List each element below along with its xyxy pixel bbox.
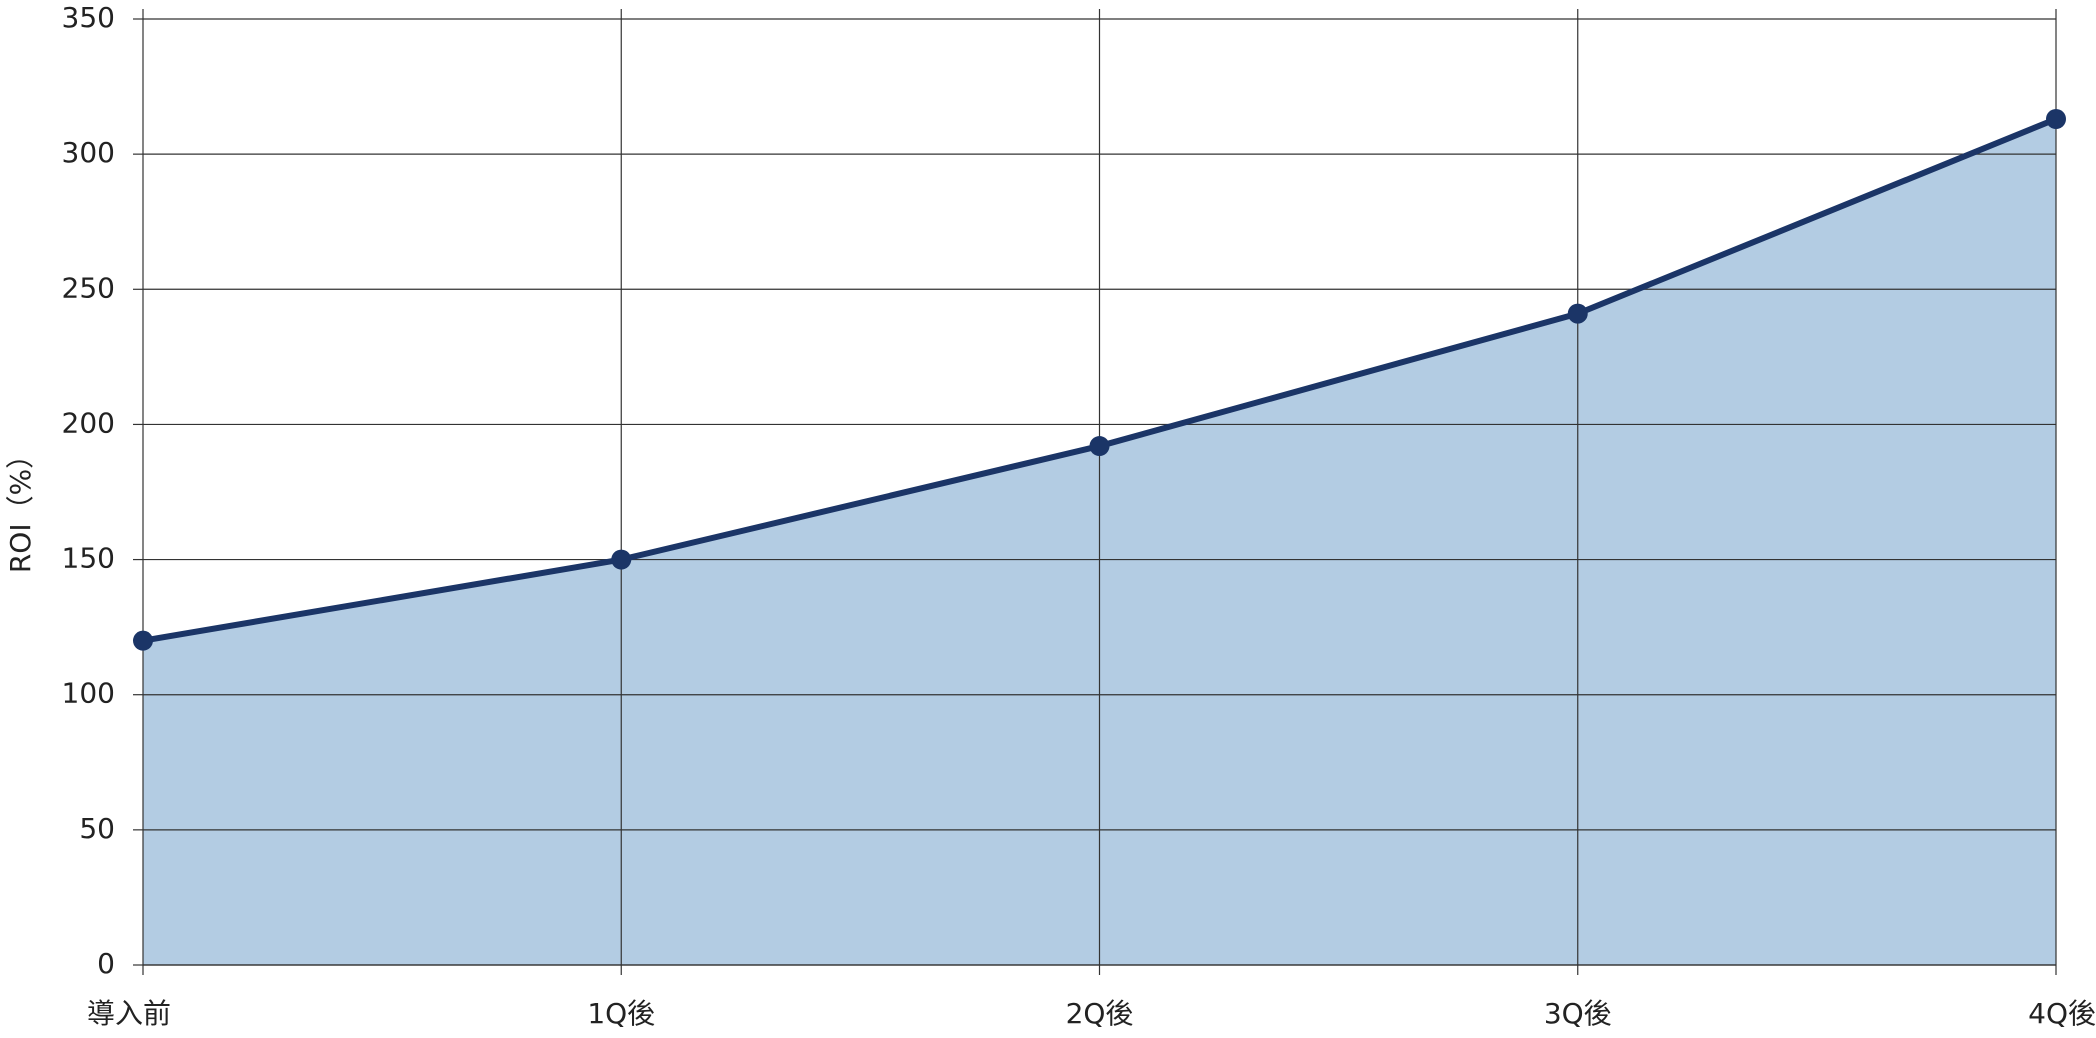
point [133, 630, 153, 651]
x-tick-label: 1Q後 [587, 997, 655, 1030]
x-tick-label: 導入前 [87, 997, 171, 1030]
y-axis-label: ROI（%） [4, 441, 37, 573]
point [1089, 436, 1110, 457]
y-tick-label: 250 [62, 271, 115, 304]
y-tick-label: 0 [97, 947, 115, 980]
y-tick-label: 150 [62, 542, 115, 575]
y-tick-label: 300 [62, 136, 115, 169]
x-tick-label: 4Q後 [2028, 997, 2096, 1030]
point [2046, 109, 2066, 130]
x-tick-label: 3Q後 [1544, 997, 1612, 1030]
y-tick-label: 100 [62, 677, 115, 710]
y-tick-label: 200 [62, 406, 115, 439]
point [611, 549, 632, 570]
y-tick-label: 350 [62, 1, 115, 34]
x-tick-label: 2Q後 [1066, 997, 1134, 1030]
point [1567, 303, 1588, 324]
y-tick-label: 50 [79, 812, 115, 845]
